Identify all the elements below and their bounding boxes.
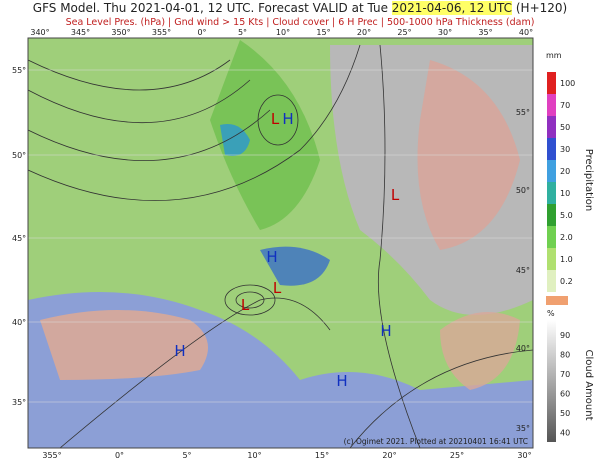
cloud-tick: 40 [560, 429, 570, 438]
precip-tick: 0.2 [560, 277, 573, 286]
precip-unit: mm [546, 51, 562, 60]
pressure-center: H [380, 322, 391, 340]
lon-label: 345° [71, 28, 90, 37]
cloud-tick: 80 [560, 351, 570, 360]
precip-area [210, 40, 320, 230]
pressure-center: L [273, 279, 282, 297]
precip-tick: 70 [560, 101, 570, 110]
lat-label: 35° [516, 424, 530, 433]
title-prefix: GFS Model. Thu 2021-04-01, 12 UTC. Forec… [32, 1, 392, 15]
lat-label: 50° [516, 186, 530, 195]
lon-label: 15° [315, 451, 329, 460]
lon-label: 40° [519, 28, 533, 37]
cloud-unit: % [547, 309, 555, 318]
pressure-center: H [174, 342, 185, 360]
lat-label: 50° [12, 151, 26, 160]
precip-tick: 30 [560, 145, 570, 154]
precip-heavy [260, 246, 330, 286]
precip-tick: 5.0 [560, 211, 573, 220]
map-area [28, 38, 533, 448]
precip-title: Precipitation [583, 149, 594, 212]
lat-label: 40° [516, 344, 530, 353]
wind-swatch [546, 296, 568, 305]
cloud-bar [547, 320, 556, 442]
lat-label: 55° [516, 108, 530, 117]
map-frame [27, 37, 534, 449]
pressure-center: H [266, 248, 277, 266]
lon-label: 15° [316, 28, 330, 37]
lon-label: 25° [397, 28, 411, 37]
precip-heavy [220, 124, 250, 156]
lon-label: 35° [478, 28, 492, 37]
cloud-tick: 90 [560, 331, 570, 340]
lon-label: 0° [197, 28, 206, 37]
precip-tick: 100 [560, 79, 575, 88]
cloud-tick: 70 [560, 370, 570, 379]
precip-tick: 2.0 [560, 233, 573, 242]
lat-label: 45° [516, 266, 530, 275]
lat-label: 40° [12, 318, 26, 327]
isobars [28, 44, 533, 448]
precip-bar [547, 72, 556, 292]
lon-label: 10° [247, 451, 261, 460]
lon-label: 340° [30, 28, 49, 37]
lon-label: 355° [152, 28, 171, 37]
title: GFS Model. Thu 2021-04-01, 12 UTC. Forec… [0, 1, 600, 15]
subtitle: Sea Level Pres. (hPa) | Gnd wind > 15 Kt… [65, 17, 535, 28]
lon-label: 5° [238, 28, 247, 37]
pressure-center: L [391, 186, 400, 204]
lon-label: 30° [517, 451, 531, 460]
cloud-tick: 50 [560, 409, 570, 418]
cloud-title: Cloud Amount [583, 349, 594, 420]
pressure-center: L [241, 296, 250, 314]
lon-label: 20° [382, 451, 396, 460]
pressure-center: H [336, 372, 347, 390]
precip-tick: 20 [560, 167, 570, 176]
pressure-center: H [282, 110, 293, 128]
lat-label: 55° [12, 66, 26, 75]
title-suffix: (H+120) [512, 1, 568, 15]
lon-label: 30° [438, 28, 452, 37]
land-clear [440, 312, 520, 390]
credit: (c) Ogimet 2021. Plotted at 20210401 16:… [344, 437, 528, 446]
cloud-tick: 60 [560, 390, 570, 399]
lon-label: 350° [111, 28, 130, 37]
graticule [28, 69, 533, 403]
lon-label: 25° [450, 451, 464, 460]
lon-label: 355° [42, 451, 61, 460]
lon-label: 0° [115, 451, 124, 460]
pressure-center: L [271, 110, 280, 128]
lat-label: 45° [12, 234, 26, 243]
precip-tick: 50 [560, 123, 570, 132]
lat-label: 35° [12, 398, 26, 407]
title-highlight: 2021-04-06, 12 UTC [391, 1, 513, 15]
lon-label: 5° [182, 451, 191, 460]
lon-label: 10° [276, 28, 290, 37]
lon-label: 20° [357, 28, 371, 37]
precip-tick: 1.0 [560, 255, 573, 264]
precip-tick: 10 [560, 189, 570, 198]
